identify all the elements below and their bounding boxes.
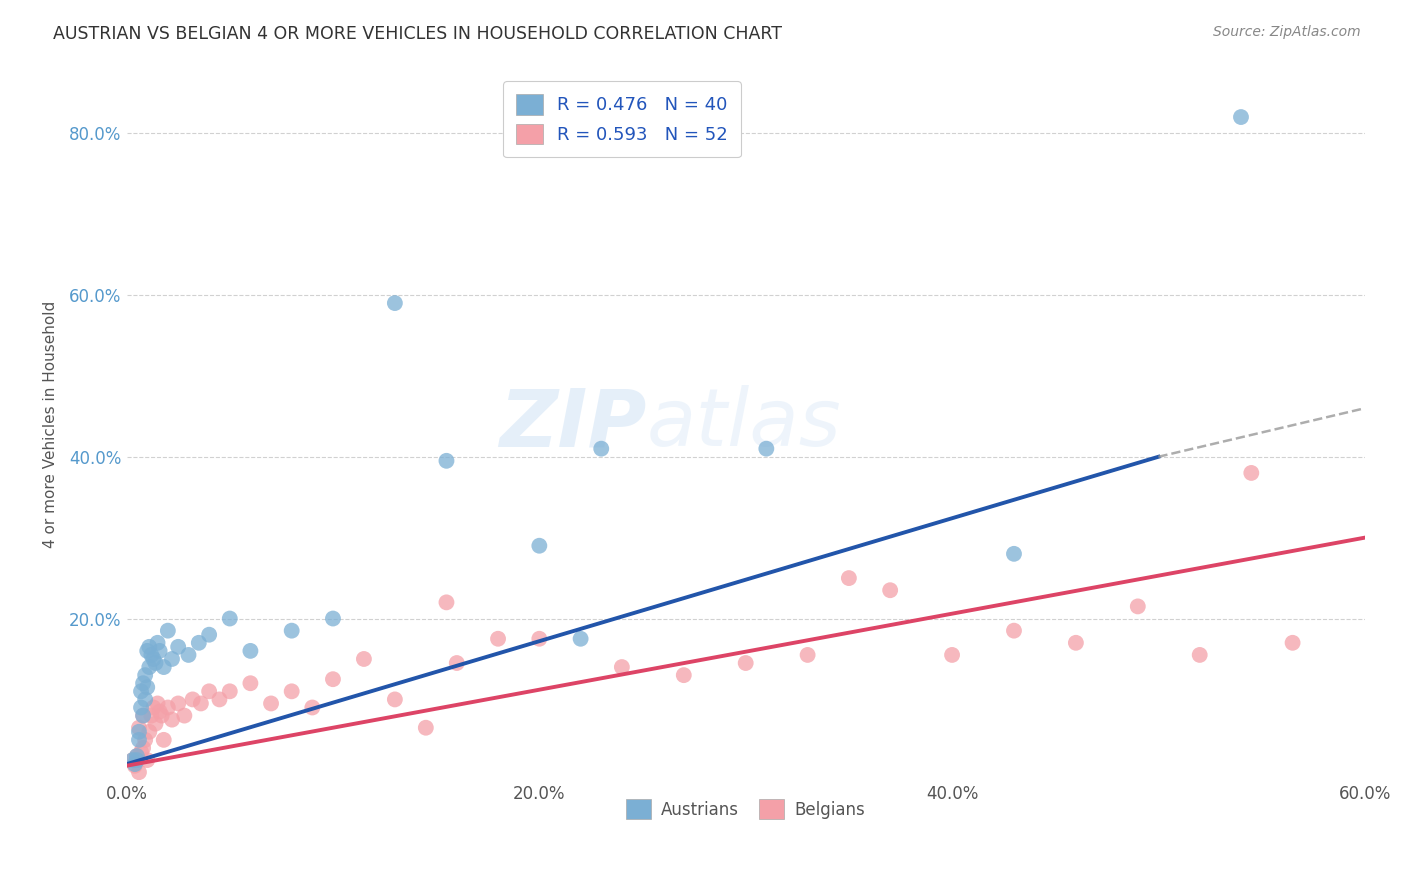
Point	[436, 595, 458, 609]
Point	[141, 648, 163, 662]
Y-axis label: 4 or more Vehicles in Household: 4 or more Vehicles in Household	[44, 301, 58, 548]
Point	[128, 721, 150, 735]
Point	[142, 700, 165, 714]
Point	[239, 676, 262, 690]
Point	[156, 624, 179, 638]
Point	[134, 692, 156, 706]
Point	[1230, 110, 1253, 124]
Point	[125, 749, 148, 764]
Point	[132, 676, 155, 690]
Point	[218, 684, 240, 698]
Point	[146, 636, 169, 650]
Point	[152, 660, 174, 674]
Point	[167, 697, 190, 711]
Point	[529, 539, 551, 553]
Point	[129, 700, 152, 714]
Point	[353, 652, 375, 666]
Point	[145, 656, 167, 670]
Point	[177, 648, 200, 662]
Point	[1240, 466, 1263, 480]
Point	[198, 628, 221, 642]
Point	[132, 741, 155, 756]
Point	[145, 716, 167, 731]
Point	[301, 700, 323, 714]
Point	[156, 700, 179, 714]
Point	[446, 656, 468, 670]
Text: atlas: atlas	[647, 385, 841, 464]
Point	[529, 632, 551, 646]
Point	[734, 656, 756, 670]
Point	[152, 732, 174, 747]
Point	[149, 644, 172, 658]
Text: ZIP: ZIP	[499, 385, 647, 464]
Point	[173, 708, 195, 723]
Text: AUSTRIAN VS BELGIAN 4 OR MORE VEHICLES IN HOUSEHOLD CORRELATION CHART: AUSTRIAN VS BELGIAN 4 OR MORE VEHICLES I…	[53, 25, 782, 43]
Point	[415, 721, 437, 735]
Point	[132, 708, 155, 723]
Point	[941, 648, 963, 662]
Point	[136, 680, 159, 694]
Point	[838, 571, 860, 585]
Point	[436, 454, 458, 468]
Point	[1002, 547, 1025, 561]
Point	[134, 668, 156, 682]
Point	[384, 692, 406, 706]
Point	[280, 624, 302, 638]
Point	[129, 745, 152, 759]
Point	[1188, 648, 1211, 662]
Point	[879, 583, 901, 598]
Point	[136, 753, 159, 767]
Point	[591, 442, 613, 456]
Point	[160, 652, 183, 666]
Point	[384, 296, 406, 310]
Point	[1064, 636, 1087, 650]
Point	[125, 753, 148, 767]
Point	[208, 692, 231, 706]
Point	[260, 697, 283, 711]
Point	[128, 724, 150, 739]
Point	[149, 705, 172, 719]
Point	[121, 753, 143, 767]
Point	[141, 708, 163, 723]
Point	[160, 713, 183, 727]
Point	[128, 732, 150, 747]
Point	[146, 697, 169, 711]
Point	[136, 644, 159, 658]
Point	[486, 632, 509, 646]
Point	[1126, 599, 1149, 614]
Point	[198, 684, 221, 698]
Point	[124, 757, 146, 772]
Point	[796, 648, 818, 662]
Point	[322, 672, 344, 686]
Point	[134, 732, 156, 747]
Point	[121, 753, 143, 767]
Point	[124, 758, 146, 772]
Point	[672, 668, 695, 682]
Point	[129, 684, 152, 698]
Point	[138, 640, 160, 654]
Point	[138, 724, 160, 739]
Point	[138, 660, 160, 674]
Point	[218, 611, 240, 625]
Point	[167, 640, 190, 654]
Point	[239, 644, 262, 658]
Point	[142, 652, 165, 666]
Point	[187, 636, 209, 650]
Point	[125, 749, 148, 764]
Point	[755, 442, 778, 456]
Point	[132, 708, 155, 723]
Point	[190, 697, 212, 711]
Point	[150, 708, 173, 723]
Legend: Austrians, Belgians: Austrians, Belgians	[620, 793, 872, 825]
Text: Source: ZipAtlas.com: Source: ZipAtlas.com	[1213, 25, 1361, 39]
Point	[1002, 624, 1025, 638]
Point	[569, 632, 592, 646]
Point	[610, 660, 633, 674]
Point	[280, 684, 302, 698]
Point	[128, 765, 150, 780]
Point	[181, 692, 204, 706]
Point	[1281, 636, 1303, 650]
Point	[322, 611, 344, 625]
